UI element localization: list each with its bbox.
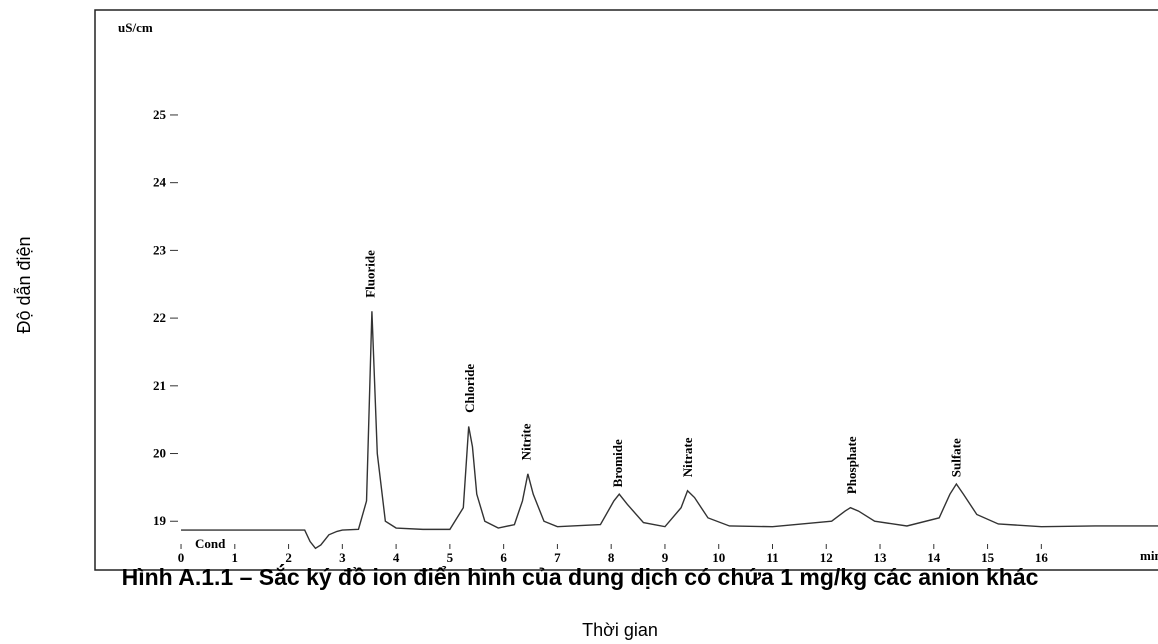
x-unit: min [1140,548,1158,563]
peak-label: Nitrite [519,423,534,460]
trace [181,311,1158,550]
x-tick-label: 10 [712,550,725,565]
trace-label: Cond [195,536,226,551]
peak-label: Chloride [462,364,477,413]
y-tick-label: 19 [153,513,167,528]
x-tick-label: 0 [178,550,185,565]
x-tick-label: 16 [1035,550,1049,565]
y-tick-label: 22 [153,310,166,325]
y-tick-label: 21 [153,378,166,393]
x-tick-label: 2 [285,550,292,565]
peak-label: Phosphate [844,436,859,494]
x-tick-label: 13 [874,550,888,565]
peak-label: Sulfate [949,438,964,477]
peak-label: Nitrate [680,437,695,477]
x-tick-label: 11 [766,550,778,565]
x-tick-label: 9 [662,550,669,565]
x-tick-label: 3 [339,550,346,565]
y-tick-label: 24 [153,175,167,190]
y-tick-label: 23 [153,242,167,257]
x-tick-label: 6 [500,550,507,565]
y-unit: uS/cm [118,20,153,35]
x-tick-label: 4 [393,550,400,565]
y-axis-label: Độ dẫn điện [13,236,34,333]
peak-label: Fluoride [363,250,378,298]
x-tick-label: 8 [608,550,615,565]
x-tick-label: 7 [554,550,561,565]
caption: Hình A.1.1 – Sắc ký đồ ion điển hình của… [122,563,1039,590]
x-tick-label: 14 [927,550,941,565]
plot-frame [94,9,1158,571]
x-tick-label: 12 [820,550,833,565]
y-tick-label: 20 [153,446,166,461]
y-tick-label: 25 [153,107,167,122]
x-tick-label: 15 [981,550,995,565]
peak-label: Bromide [610,439,625,487]
x-axis-label: Thời gian [582,620,658,640]
x-tick-label: 5 [447,550,454,565]
x-tick-label: 1 [232,550,239,565]
